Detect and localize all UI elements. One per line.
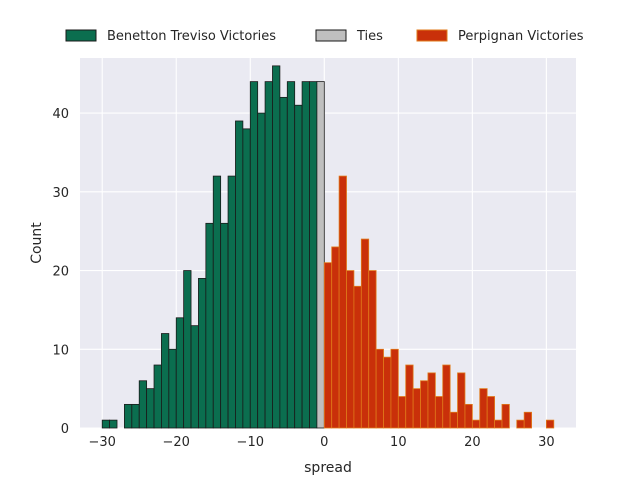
bar-benetton	[264, 81, 273, 429]
legend-label-perpignan: Perpignan Victories	[458, 29, 584, 44]
legend-swatch-benetton	[65, 29, 97, 42]
bar-benetton	[286, 81, 296, 429]
bar-benetton	[161, 333, 170, 429]
bar-perpignan	[375, 348, 384, 429]
legend: Benetton Treviso Victories Ties Perpigna…	[65, 29, 584, 44]
bar-perpignan	[390, 348, 399, 429]
histogram-bars	[101, 65, 555, 429]
bar-perpignan	[457, 372, 466, 429]
bar-benetton	[109, 419, 118, 429]
bar-benetton	[212, 175, 222, 429]
bar-benetton	[138, 380, 148, 429]
bar-benetton	[124, 403, 133, 429]
bar-benetton	[249, 81, 259, 429]
y-tick-label: 40	[52, 107, 69, 122]
legend-label-ties: Ties	[356, 29, 383, 44]
bar-perpignan	[479, 388, 488, 429]
bar-perpignan	[397, 396, 407, 429]
bar-benetton	[146, 388, 155, 429]
bar-ties	[316, 81, 325, 429]
y-tick-label: 30	[52, 186, 69, 201]
bar-benetton	[198, 278, 207, 429]
bar-perpignan	[368, 270, 377, 429]
bar-benetton	[175, 317, 185, 429]
x-tick-label: 30	[538, 435, 555, 450]
bar-benetton	[257, 112, 266, 429]
bar-perpignan	[405, 364, 414, 429]
legend-swatch-ties	[315, 29, 347, 42]
bar-benetton	[279, 96, 288, 429]
bar-perpignan	[516, 419, 525, 429]
bar-benetton	[153, 364, 162, 429]
x-tick-label: −20	[163, 435, 190, 450]
bar-benetton	[309, 81, 318, 429]
bar-perpignan	[442, 364, 451, 429]
x-tick-label: 20	[464, 435, 481, 450]
bar-perpignan	[383, 356, 392, 429]
bar-benetton	[227, 175, 236, 429]
legend-item-benetton: Benetton Treviso Victories	[65, 29, 276, 44]
bar-perpignan	[353, 285, 362, 429]
bar-perpignan	[323, 262, 333, 429]
bar-perpignan	[420, 380, 429, 429]
bar-perpignan	[434, 396, 444, 429]
bar-perpignan	[338, 175, 347, 429]
bar-benetton	[168, 348, 177, 429]
bar-perpignan	[523, 411, 532, 429]
bar-perpignan	[427, 372, 436, 429]
bar-benetton	[190, 325, 199, 429]
legend-swatch-perpignan	[416, 29, 448, 42]
tick-labels: −30 −20 −10 0 10 20 30 0 10 20 30 40	[52, 107, 554, 450]
bar-benetton	[235, 120, 244, 429]
bar-perpignan	[464, 403, 473, 429]
bar-perpignan	[501, 403, 510, 429]
bar-perpignan	[412, 388, 421, 429]
y-tick-label: 10	[52, 343, 69, 358]
x-tick-label: −10	[237, 435, 264, 450]
bar-perpignan	[471, 419, 481, 429]
bar-perpignan	[346, 270, 355, 429]
bar-benetton	[220, 222, 229, 429]
bar-perpignan	[545, 419, 555, 429]
bar-benetton	[272, 65, 281, 429]
bar-benetton	[101, 419, 111, 429]
legend-item-ties: Ties	[315, 29, 383, 44]
y-tick-label: 20	[52, 265, 69, 280]
bar-benetton	[301, 81, 310, 429]
legend-label-benetton: Benetton Treviso Victories	[107, 29, 276, 44]
x-tick-label: −30	[88, 435, 115, 450]
x-tick-label: 10	[390, 435, 407, 450]
bar-benetton	[294, 104, 303, 429]
x-tick-label: 0	[320, 435, 328, 450]
bar-benetton	[183, 270, 192, 429]
bar-benetton	[242, 128, 251, 429]
bar-perpignan	[360, 238, 370, 429]
x-axis-label: spread	[304, 460, 352, 476]
y-axis-label: Count	[29, 222, 45, 264]
bar-perpignan	[494, 419, 503, 429]
bar-perpignan	[486, 396, 495, 429]
bar-benetton	[131, 403, 140, 429]
legend-item-perpignan: Perpignan Victories	[416, 29, 584, 44]
bar-benetton	[205, 222, 214, 429]
bar-perpignan	[331, 246, 340, 429]
bar-perpignan	[449, 411, 458, 429]
y-tick-label: 0	[61, 422, 69, 437]
